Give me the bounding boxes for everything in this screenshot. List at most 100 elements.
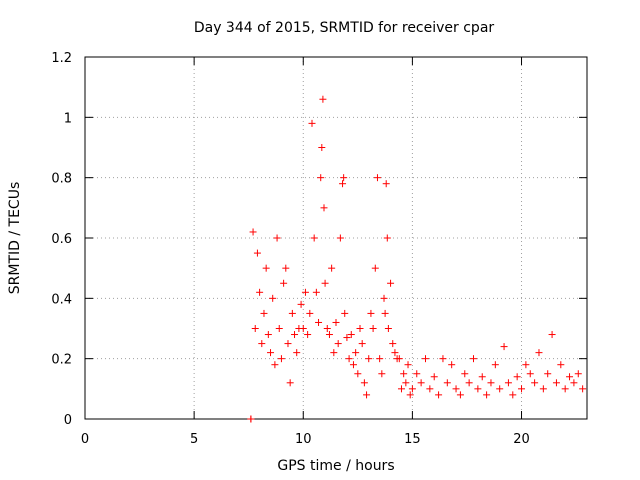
data-point bbox=[301, 288, 309, 296]
data-point bbox=[277, 355, 285, 363]
data-point bbox=[448, 361, 456, 369]
data-point bbox=[318, 144, 326, 151]
data-point bbox=[365, 355, 373, 363]
data-point bbox=[319, 95, 327, 103]
data-point bbox=[356, 325, 364, 332]
y-tick-label: 1.2 bbox=[51, 51, 72, 66]
data-point bbox=[317, 174, 325, 182]
data-point bbox=[544, 370, 552, 378]
data-point bbox=[349, 361, 357, 369]
data-point bbox=[522, 361, 530, 369]
grid bbox=[85, 57, 587, 419]
data-point bbox=[321, 279, 329, 287]
data-point bbox=[376, 355, 384, 363]
data-point bbox=[360, 379, 368, 387]
data-point bbox=[345, 355, 353, 363]
data-point bbox=[271, 361, 279, 369]
data-point bbox=[531, 379, 539, 387]
data-point bbox=[256, 288, 264, 296]
data-point bbox=[383, 234, 391, 242]
data-point bbox=[323, 325, 331, 332]
data-point bbox=[291, 331, 299, 339]
y-axis-label: SRMTID / TECUs bbox=[7, 182, 23, 295]
data-point bbox=[465, 379, 473, 387]
data-point bbox=[574, 370, 582, 378]
data-point bbox=[284, 340, 292, 348]
data-points bbox=[247, 95, 587, 423]
data-point bbox=[535, 349, 543, 357]
data-point bbox=[406, 391, 414, 399]
data-point bbox=[312, 288, 320, 296]
data-point bbox=[404, 361, 412, 369]
data-point bbox=[269, 294, 277, 302]
data-point bbox=[332, 318, 340, 326]
data-point bbox=[421, 355, 429, 363]
data-point bbox=[380, 294, 388, 302]
data-point bbox=[315, 318, 323, 326]
data-point bbox=[552, 379, 560, 387]
data-point bbox=[308, 119, 316, 127]
data-point bbox=[526, 370, 534, 378]
data-point bbox=[253, 249, 261, 257]
data-point bbox=[330, 349, 338, 357]
data-point bbox=[478, 373, 486, 381]
y-tick-label: 0.4 bbox=[51, 292, 72, 307]
data-point bbox=[443, 379, 451, 387]
data-point bbox=[267, 349, 275, 357]
data-point bbox=[288, 309, 296, 317]
data-point bbox=[273, 234, 281, 242]
data-point bbox=[282, 264, 290, 272]
data-point bbox=[474, 385, 482, 393]
data-point bbox=[461, 370, 469, 378]
x-tick-label: 20 bbox=[513, 432, 530, 447]
data-point bbox=[413, 370, 421, 378]
data-point bbox=[456, 391, 464, 399]
y-tick-label: 1 bbox=[64, 111, 72, 126]
data-point bbox=[397, 385, 405, 393]
data-point bbox=[293, 349, 301, 357]
data-point bbox=[299, 325, 307, 332]
data-point bbox=[373, 174, 381, 182]
data-point bbox=[518, 385, 526, 393]
data-point bbox=[336, 234, 344, 242]
data-point bbox=[384, 325, 392, 332]
data-point bbox=[297, 300, 305, 308]
data-point bbox=[354, 370, 362, 378]
data-point bbox=[264, 331, 272, 339]
data-point bbox=[395, 355, 403, 363]
data-point bbox=[430, 373, 438, 381]
data-point bbox=[306, 309, 314, 317]
data-point bbox=[496, 385, 504, 393]
chart-title: Day 344 of 2015, SRMTID for receiver cpa… bbox=[194, 20, 495, 36]
data-point bbox=[260, 309, 268, 317]
data-point bbox=[389, 340, 397, 348]
data-point bbox=[435, 391, 443, 399]
axis-ticks: 0 0.2 0.4 0.6 0.8 1 1.2 0 5 10 15 20 bbox=[51, 51, 587, 447]
data-point bbox=[325, 331, 333, 339]
data-point bbox=[280, 279, 288, 287]
data-point bbox=[500, 343, 508, 351]
data-point bbox=[310, 234, 318, 242]
data-point bbox=[352, 349, 360, 357]
data-point bbox=[334, 340, 342, 348]
data-point bbox=[251, 325, 259, 332]
y-tick-label: 0.6 bbox=[51, 232, 72, 247]
data-point bbox=[382, 180, 390, 188]
data-point bbox=[347, 331, 355, 339]
data-point bbox=[557, 361, 565, 369]
x-tick-label: 15 bbox=[404, 432, 421, 447]
data-point bbox=[387, 279, 395, 287]
data-point bbox=[391, 349, 399, 357]
x-tick-label: 10 bbox=[295, 432, 312, 447]
data-point bbox=[561, 385, 569, 393]
data-point bbox=[408, 385, 416, 393]
data-point bbox=[339, 180, 347, 188]
data-point bbox=[470, 355, 478, 363]
x-axis-label: GPS time / hours bbox=[277, 458, 394, 474]
data-point bbox=[378, 370, 386, 378]
data-point bbox=[328, 264, 336, 272]
data-point bbox=[400, 370, 408, 378]
data-point bbox=[539, 385, 547, 393]
